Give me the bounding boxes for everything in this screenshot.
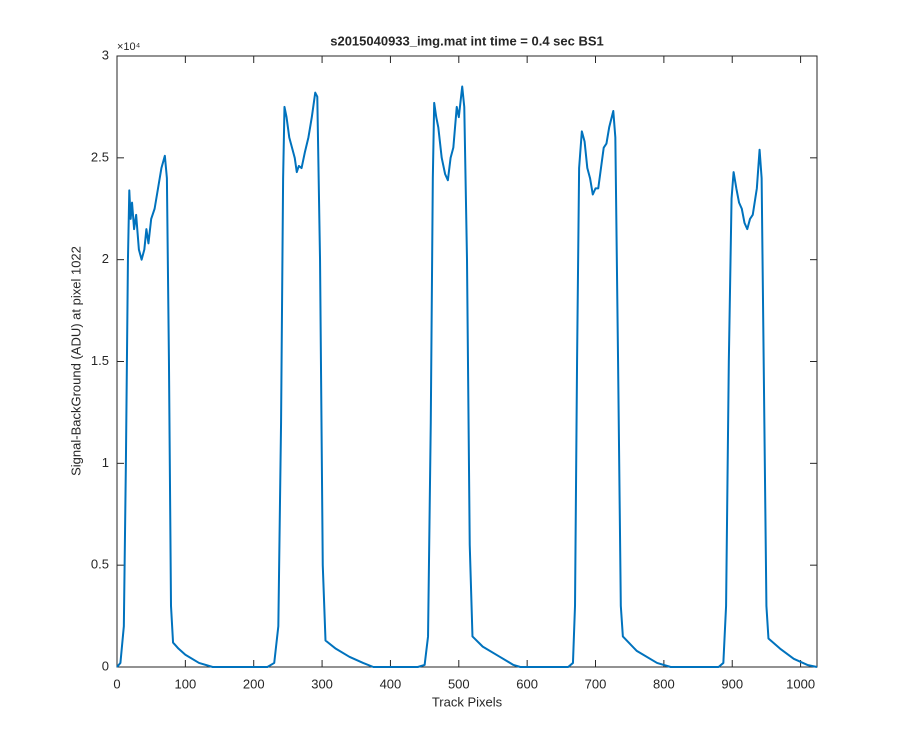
y-exponent: ×10⁴ [117,41,141,53]
chart-title: s2015040933_img.mat int time = 0.4 sec B… [330,33,604,48]
x-tick-label: 500 [448,676,470,691]
y-tick-label: 1 [102,455,109,470]
y-tick-label: 0.5 [91,557,109,572]
x-tick-label: 100 [175,676,197,691]
x-tick-label: 1000 [786,676,815,691]
y-axis-label: Signal-BackGround (ADU) at pixel 1022 [68,246,83,476]
x-tick-label: 600 [516,676,538,691]
y-tick-label: 2 [102,251,109,266]
x-tick-label: 300 [311,676,333,691]
x-tick-label: 400 [380,676,402,691]
data-line [116,85,818,668]
x-tick-label: 0 [113,676,120,691]
x-tick-label: 200 [243,676,265,691]
x-tick-label: 800 [653,676,675,691]
x-axis-label: Track Pixels [432,694,503,709]
y-tick-label: 0 [102,658,109,673]
x-tick-label: 700 [585,676,607,691]
y-tick-label: 2.5 [91,149,109,164]
y-tick-label: 1.5 [91,353,109,368]
x-tick-label: 900 [721,676,743,691]
y-tick-label: 3 [102,47,109,62]
